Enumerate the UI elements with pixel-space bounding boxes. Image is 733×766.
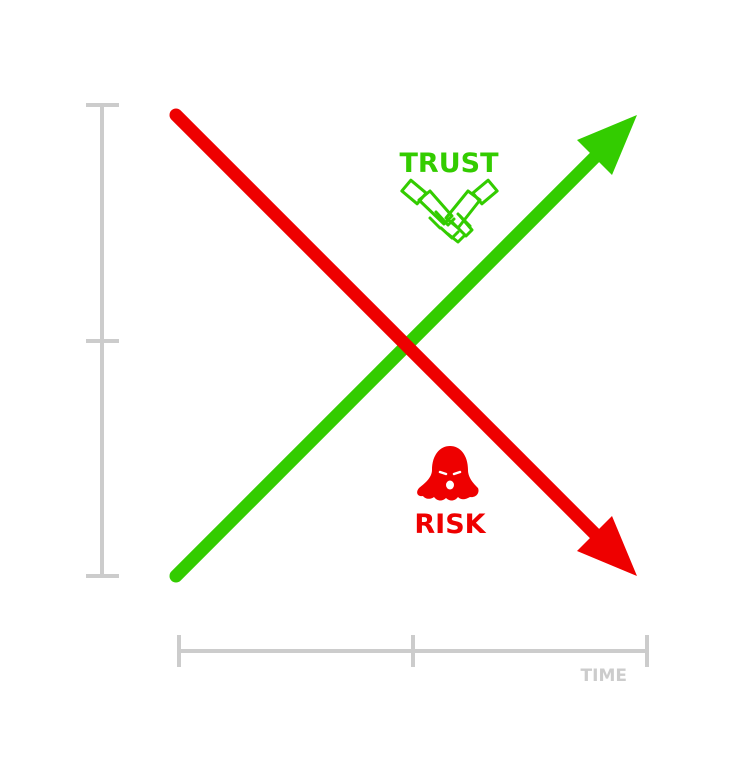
- risk-arrow: [169, 108, 637, 576]
- time-axis-label: TIME: [581, 666, 627, 686]
- handshake-icon: [400, 178, 499, 244]
- trust-arrow: [169, 115, 637, 583]
- risk-arrow-shaft: [169, 108, 607, 546]
- risk-label: RISK: [414, 509, 486, 540]
- trust-arrow-head: [577, 115, 637, 175]
- time-axis: [177, 635, 649, 667]
- trust-label: TRUST: [400, 148, 500, 179]
- trust-arrow-shaft: [169, 145, 607, 583]
- ghost-icon: [417, 446, 479, 501]
- vertical-axis: [86, 103, 119, 578]
- risk-arrow-head: [577, 516, 637, 576]
